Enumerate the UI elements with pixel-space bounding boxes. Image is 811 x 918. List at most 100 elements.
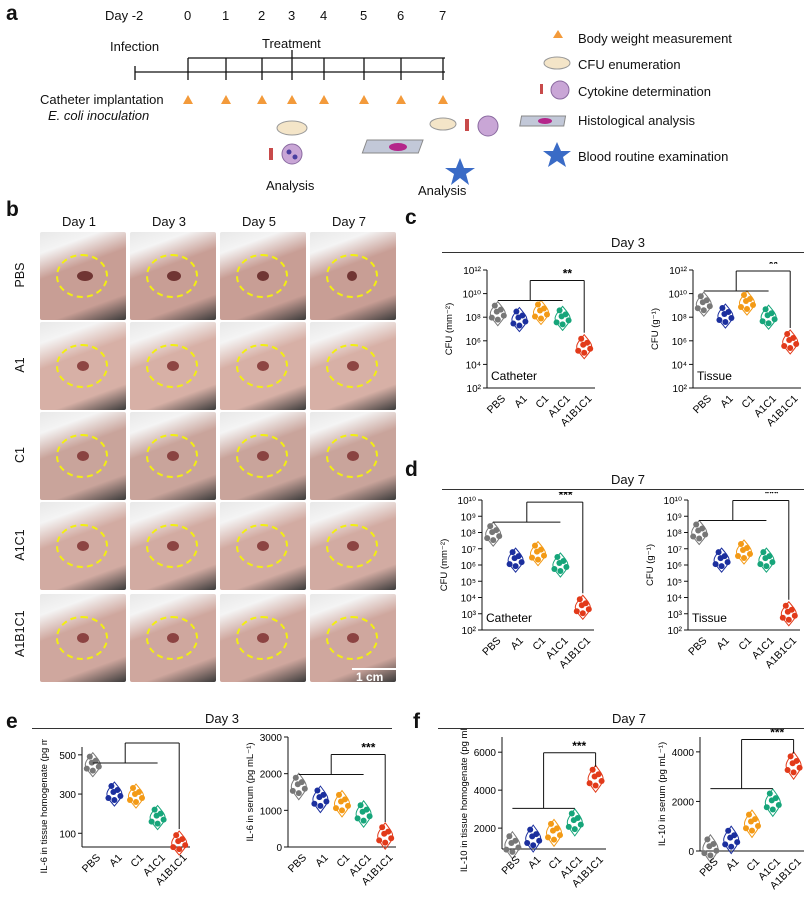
day-number: 4 xyxy=(320,8,328,23)
y-tick-label: 10⁴ xyxy=(667,594,682,605)
data-point xyxy=(153,812,160,819)
data-point xyxy=(715,549,722,556)
wound-ring xyxy=(146,524,198,568)
y-tick-label: 10³ xyxy=(462,610,477,621)
y-tick-label: 10⁶ xyxy=(461,561,476,572)
data-point xyxy=(534,548,540,555)
x-tick-label: PBS xyxy=(686,635,709,658)
photo-column-day: Day 1 xyxy=(62,214,96,229)
violin-outline xyxy=(334,789,350,818)
petri-legend-icon xyxy=(543,56,571,70)
wound-ring xyxy=(326,344,378,388)
data-point xyxy=(570,817,577,824)
wound-photo xyxy=(310,502,396,590)
sig-stars: *** xyxy=(559,492,573,502)
chart-d1: 10² 10³ 10⁴ 10⁵ 10⁶ 10⁷ 10⁸ 10⁹ 10¹⁰ CFU (mm⁻²) Ca… xyxy=(439,492,594,671)
y-tick-label: 2000 xyxy=(672,797,695,808)
violin-outline xyxy=(507,547,524,573)
weight-marker xyxy=(183,95,193,104)
y-tick-label: 10⁸ xyxy=(672,313,687,324)
y-tick-label: 300 xyxy=(59,790,76,801)
data-point xyxy=(496,533,503,540)
y-tick-label: 10⁶ xyxy=(667,561,682,572)
data-point xyxy=(173,832,180,839)
x-tick-label: A1 xyxy=(526,854,544,872)
violin-outline xyxy=(782,329,799,355)
data-point xyxy=(294,781,301,788)
data-point xyxy=(790,769,797,776)
x-tick-label: A1 xyxy=(107,852,125,870)
data-point xyxy=(506,561,513,568)
data-point xyxy=(782,602,789,609)
y-tick-label: 0 xyxy=(276,843,282,854)
violin-outline xyxy=(552,552,569,578)
data-point xyxy=(796,764,803,771)
data-point xyxy=(690,533,697,540)
chart-e1: 100 300 500 IL-6 in tissue homogenate (pg m… xyxy=(39,739,190,888)
photo-column-day: Day 7 xyxy=(332,214,366,229)
data-point xyxy=(713,847,720,854)
cytokine-icon xyxy=(281,143,303,165)
data-point xyxy=(366,813,373,820)
data-point xyxy=(585,606,592,613)
data-point xyxy=(301,785,308,792)
legend-body-weight: Body weight measurement xyxy=(578,31,732,46)
data-point xyxy=(338,798,344,805)
data-point xyxy=(749,827,755,834)
data-point xyxy=(292,774,299,781)
wound-ring xyxy=(326,434,378,478)
photo-row-label: A1 xyxy=(13,357,27,373)
treatment-label: Treatment xyxy=(262,36,321,51)
y-tick-label: 10⁷ xyxy=(461,545,476,556)
sig-stars: *** xyxy=(361,741,375,755)
wound-photo xyxy=(310,232,396,320)
x-tick-label: PBS xyxy=(499,854,522,877)
wound-ring xyxy=(146,344,198,388)
data-point xyxy=(518,559,525,566)
data-point xyxy=(727,834,734,841)
violin-outline xyxy=(702,833,719,864)
data-point xyxy=(787,344,794,351)
wound-spot xyxy=(257,271,269,281)
data-point xyxy=(579,610,586,617)
data-point xyxy=(545,834,551,841)
data-point xyxy=(503,846,510,853)
data-point xyxy=(532,542,538,549)
wound-photo xyxy=(220,412,306,500)
data-point xyxy=(500,312,507,319)
infection-label: Infection xyxy=(110,39,160,54)
x-tick-label: A1 xyxy=(313,852,331,870)
legend-cfu: CFU enumeration xyxy=(578,57,681,72)
analysis-label-1: Analysis xyxy=(266,178,315,193)
panel-f-title: Day 7 xyxy=(612,711,646,726)
data-point xyxy=(557,568,564,574)
y-tick-label: 10⁶ xyxy=(466,337,481,348)
data-point xyxy=(771,316,778,323)
data-point xyxy=(127,797,133,804)
data-point xyxy=(488,314,495,321)
data-point xyxy=(314,787,321,794)
data-point xyxy=(527,826,534,833)
data-point xyxy=(578,602,585,609)
panel-c-rule xyxy=(442,252,804,253)
data-point xyxy=(766,790,773,797)
violin-outline xyxy=(691,519,708,546)
y-tick-label: 3000 xyxy=(260,733,283,744)
data-point xyxy=(586,780,593,787)
data-point xyxy=(793,340,800,347)
data-point xyxy=(89,767,96,774)
data-point xyxy=(784,330,791,337)
data-point xyxy=(589,766,596,773)
data-point xyxy=(175,838,182,845)
panel-d-label: d xyxy=(405,458,418,481)
violin-outline xyxy=(504,830,521,860)
data-point xyxy=(769,806,776,813)
scale-bar-label: 1 cm xyxy=(356,670,384,684)
y-axis-label: IL-6 in tissue homogenate (pg mL⁻¹) xyxy=(39,739,50,873)
data-point xyxy=(160,816,167,823)
data-point xyxy=(707,852,714,859)
y-axis-label: IL-10 in serum (pg mL⁻¹) xyxy=(657,742,668,846)
panel-d-title: Day 7 xyxy=(611,472,645,487)
violin-outline xyxy=(511,306,528,333)
wound-ring xyxy=(146,616,198,660)
